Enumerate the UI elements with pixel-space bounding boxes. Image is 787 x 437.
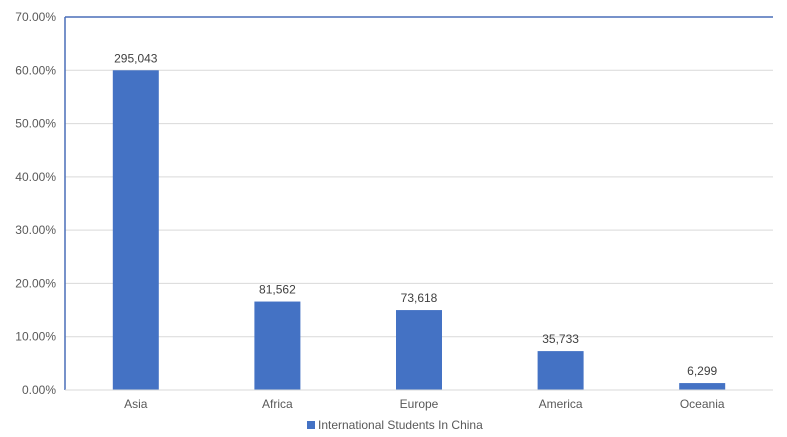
legend-label: International Students In China <box>318 418 483 432</box>
gridlines <box>65 69 773 338</box>
legend-swatch <box>307 421 315 429</box>
data-label: 81,562 <box>259 283 296 297</box>
y-tick-label: 60.00% <box>15 63 56 77</box>
legend: International Students In China <box>307 418 483 432</box>
data-label: 295,043 <box>114 51 158 65</box>
y-tick-label: 0.00% <box>22 383 56 397</box>
bar-africa <box>254 301 301 390</box>
data-label: 73,618 <box>401 291 438 305</box>
bars <box>112 70 726 391</box>
y-tick-label: 30.00% <box>15 223 56 237</box>
y-tick-label: 70.00% <box>15 10 56 24</box>
x-tick-label: Oceania <box>680 397 725 411</box>
x-axis-tick-labels: Asia Africa Europe America Oceania <box>124 397 725 411</box>
x-tick-label: Asia <box>124 397 148 411</box>
data-label: 35,733 <box>542 332 579 346</box>
data-label: 6,299 <box>687 364 717 378</box>
y-tick-label: 40.00% <box>15 170 56 184</box>
y-tick-label: 10.00% <box>15 330 56 344</box>
y-axis-tick-labels: 0.00% 10.00% 20.00% 30.00% 40.00% 50.00% 60.00… <box>15 10 56 397</box>
y-tick-label: 20.00% <box>15 276 56 290</box>
bar-oceania <box>679 383 726 390</box>
x-tick-label: Europe <box>400 397 439 411</box>
x-tick-label: America <box>539 397 583 411</box>
x-tick-label: Africa <box>262 397 293 411</box>
bar-asia <box>112 70 159 391</box>
axes <box>64 16 773 391</box>
data-labels: 295,043 81,562 73,618 35,733 6,299 <box>114 51 717 378</box>
y-tick-label: 50.00% <box>15 117 56 131</box>
bar-europe <box>396 310 442 390</box>
bar-america <box>537 351 584 390</box>
